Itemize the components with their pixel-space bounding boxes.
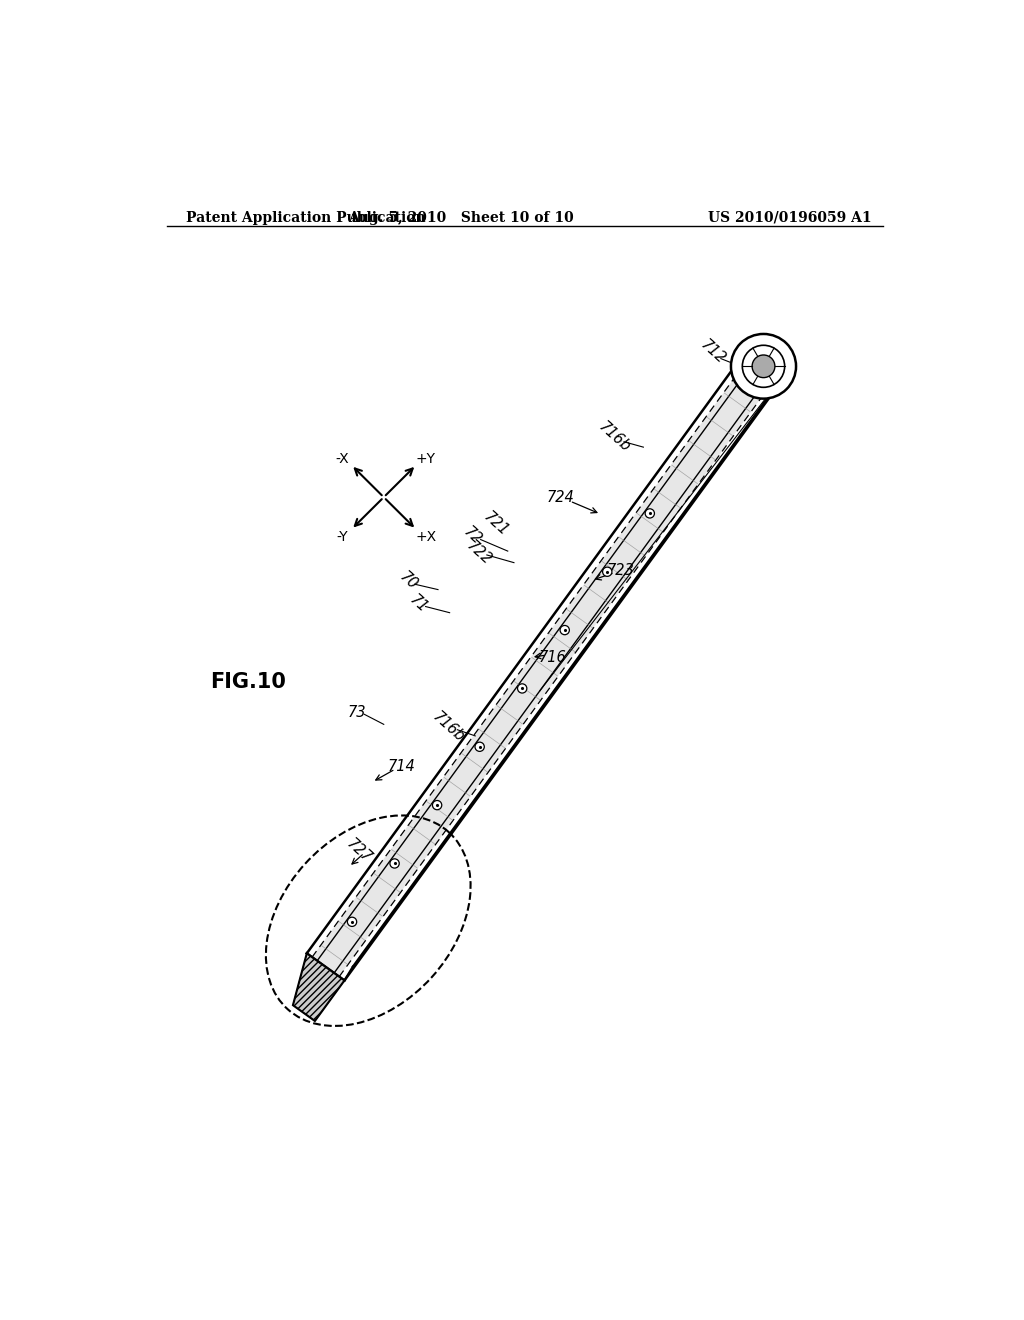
- Text: +X: +X: [415, 531, 436, 544]
- Ellipse shape: [731, 334, 796, 399]
- Text: 722: 722: [464, 537, 495, 568]
- Polygon shape: [293, 953, 344, 1020]
- Ellipse shape: [475, 742, 484, 751]
- Text: Aug. 5, 2010   Sheet 10 of 10: Aug. 5, 2010 Sheet 10 of 10: [348, 211, 574, 224]
- Text: 716: 716: [539, 649, 566, 665]
- Text: US 2010/0196059 A1: US 2010/0196059 A1: [709, 211, 872, 224]
- Text: 714: 714: [388, 759, 416, 775]
- Text: 712: 712: [697, 338, 728, 367]
- Text: -Y: -Y: [336, 531, 348, 544]
- Ellipse shape: [390, 859, 399, 869]
- Text: 721: 721: [481, 510, 511, 539]
- Ellipse shape: [432, 800, 441, 809]
- Text: 727: 727: [344, 837, 375, 866]
- Text: 716b: 716b: [429, 709, 467, 744]
- Text: 723: 723: [606, 562, 634, 578]
- Text: 72: 72: [461, 524, 484, 548]
- Ellipse shape: [517, 684, 526, 693]
- Ellipse shape: [347, 917, 356, 927]
- Ellipse shape: [560, 626, 569, 635]
- Text: 70: 70: [396, 569, 421, 593]
- Text: 73: 73: [347, 705, 366, 721]
- Text: 74: 74: [728, 355, 753, 378]
- Ellipse shape: [742, 346, 784, 387]
- Polygon shape: [312, 356, 777, 977]
- Text: FIG.10: FIG.10: [210, 672, 286, 692]
- Text: -X: -X: [335, 451, 349, 466]
- Text: 724: 724: [547, 490, 574, 504]
- Text: +Y: +Y: [416, 451, 435, 466]
- Text: 716b: 716b: [596, 420, 634, 455]
- Text: 71: 71: [407, 591, 430, 615]
- Ellipse shape: [602, 568, 612, 577]
- Ellipse shape: [752, 355, 775, 378]
- Ellipse shape: [645, 508, 654, 517]
- Text: Patent Application Publication: Patent Application Publication: [186, 211, 426, 224]
